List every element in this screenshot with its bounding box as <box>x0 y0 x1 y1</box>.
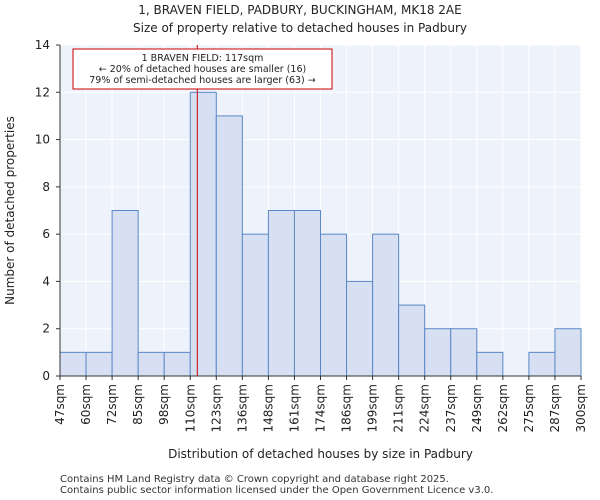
x-tick-label: 60sqm <box>79 384 93 425</box>
histogram-bar <box>398 304 426 377</box>
footer-line-1: Contains HM Land Registry data © Crown c… <box>60 474 449 485</box>
x-tick-label: 72sqm <box>105 384 119 425</box>
x-tick-label: 123sqm <box>209 384 223 432</box>
histogram-bar <box>450 328 478 377</box>
histogram-bar <box>85 351 113 377</box>
histogram-bar <box>267 210 295 377</box>
x-tick-label: 287sqm <box>548 384 562 432</box>
y-axis-title: Number of detached properties <box>3 116 17 305</box>
histogram-bar <box>137 351 165 377</box>
y-tick-label: 2 <box>42 322 50 336</box>
y-tick-label: 8 <box>42 180 50 194</box>
x-tick-label: 186sqm <box>340 384 354 432</box>
x-tick-label: 136sqm <box>235 384 249 432</box>
annotation-line: 79% of semi-detached houses are larger (… <box>89 75 316 86</box>
y-tick-label: 10 <box>35 133 50 147</box>
x-tick-label: 199sqm <box>366 384 380 432</box>
x-tick-label: 174sqm <box>314 384 328 432</box>
histogram-bar <box>241 233 269 377</box>
x-tick-label: 262sqm <box>496 384 510 432</box>
y-tick-label: 4 <box>42 274 50 288</box>
histogram-bar <box>528 351 556 377</box>
histogram-bar <box>215 115 243 377</box>
histogram-bar <box>554 328 582 377</box>
annotation-line: ← 20% of detached houses are smaller (16… <box>99 64 306 75</box>
x-tick-label: 47sqm <box>53 384 67 425</box>
chart-title: 1, BRAVEN FIELD, PADBURY, BUCKINGHAM, MK… <box>138 3 462 17</box>
x-tick-label: 211sqm <box>392 384 406 432</box>
x-tick-label: 275sqm <box>522 384 536 432</box>
histogram-bar <box>59 351 87 377</box>
chart-subtitle: Size of property relative to detached ho… <box>133 21 467 35</box>
annotation-line: 1 BRAVEN FIELD: 117sqm <box>142 53 264 64</box>
x-tick-label: 161sqm <box>287 384 301 432</box>
x-tick-label: 237sqm <box>444 384 458 432</box>
histogram-bar <box>320 233 348 377</box>
x-tick-label: 148sqm <box>261 384 275 432</box>
histogram-bar <box>346 280 374 377</box>
histogram-bar <box>424 328 452 377</box>
histogram-bar <box>372 233 400 377</box>
x-tick-label: 85sqm <box>131 384 145 425</box>
x-tick-label: 224sqm <box>418 384 432 432</box>
y-tick-label: 6 <box>42 227 50 241</box>
x-tick-label: 300sqm <box>574 384 588 432</box>
footer-line-2: Contains public sector information licen… <box>60 485 494 496</box>
histogram-bar <box>163 351 191 377</box>
x-tick-label: 249sqm <box>470 384 484 432</box>
histogram-bar <box>189 91 217 377</box>
y-tick-label: 14 <box>35 38 50 52</box>
histogram-bar <box>476 351 504 377</box>
annotation-box <box>72 48 333 90</box>
histogram-bar <box>293 210 322 377</box>
x-tick-label: 110sqm <box>183 384 197 432</box>
histogram-bar <box>111 210 139 377</box>
x-axis-title: Distribution of detached houses by size … <box>168 447 473 461</box>
y-tick-label: 0 <box>42 369 50 383</box>
x-tick-label: 98sqm <box>157 384 171 425</box>
y-tick-label: 12 <box>35 85 50 99</box>
